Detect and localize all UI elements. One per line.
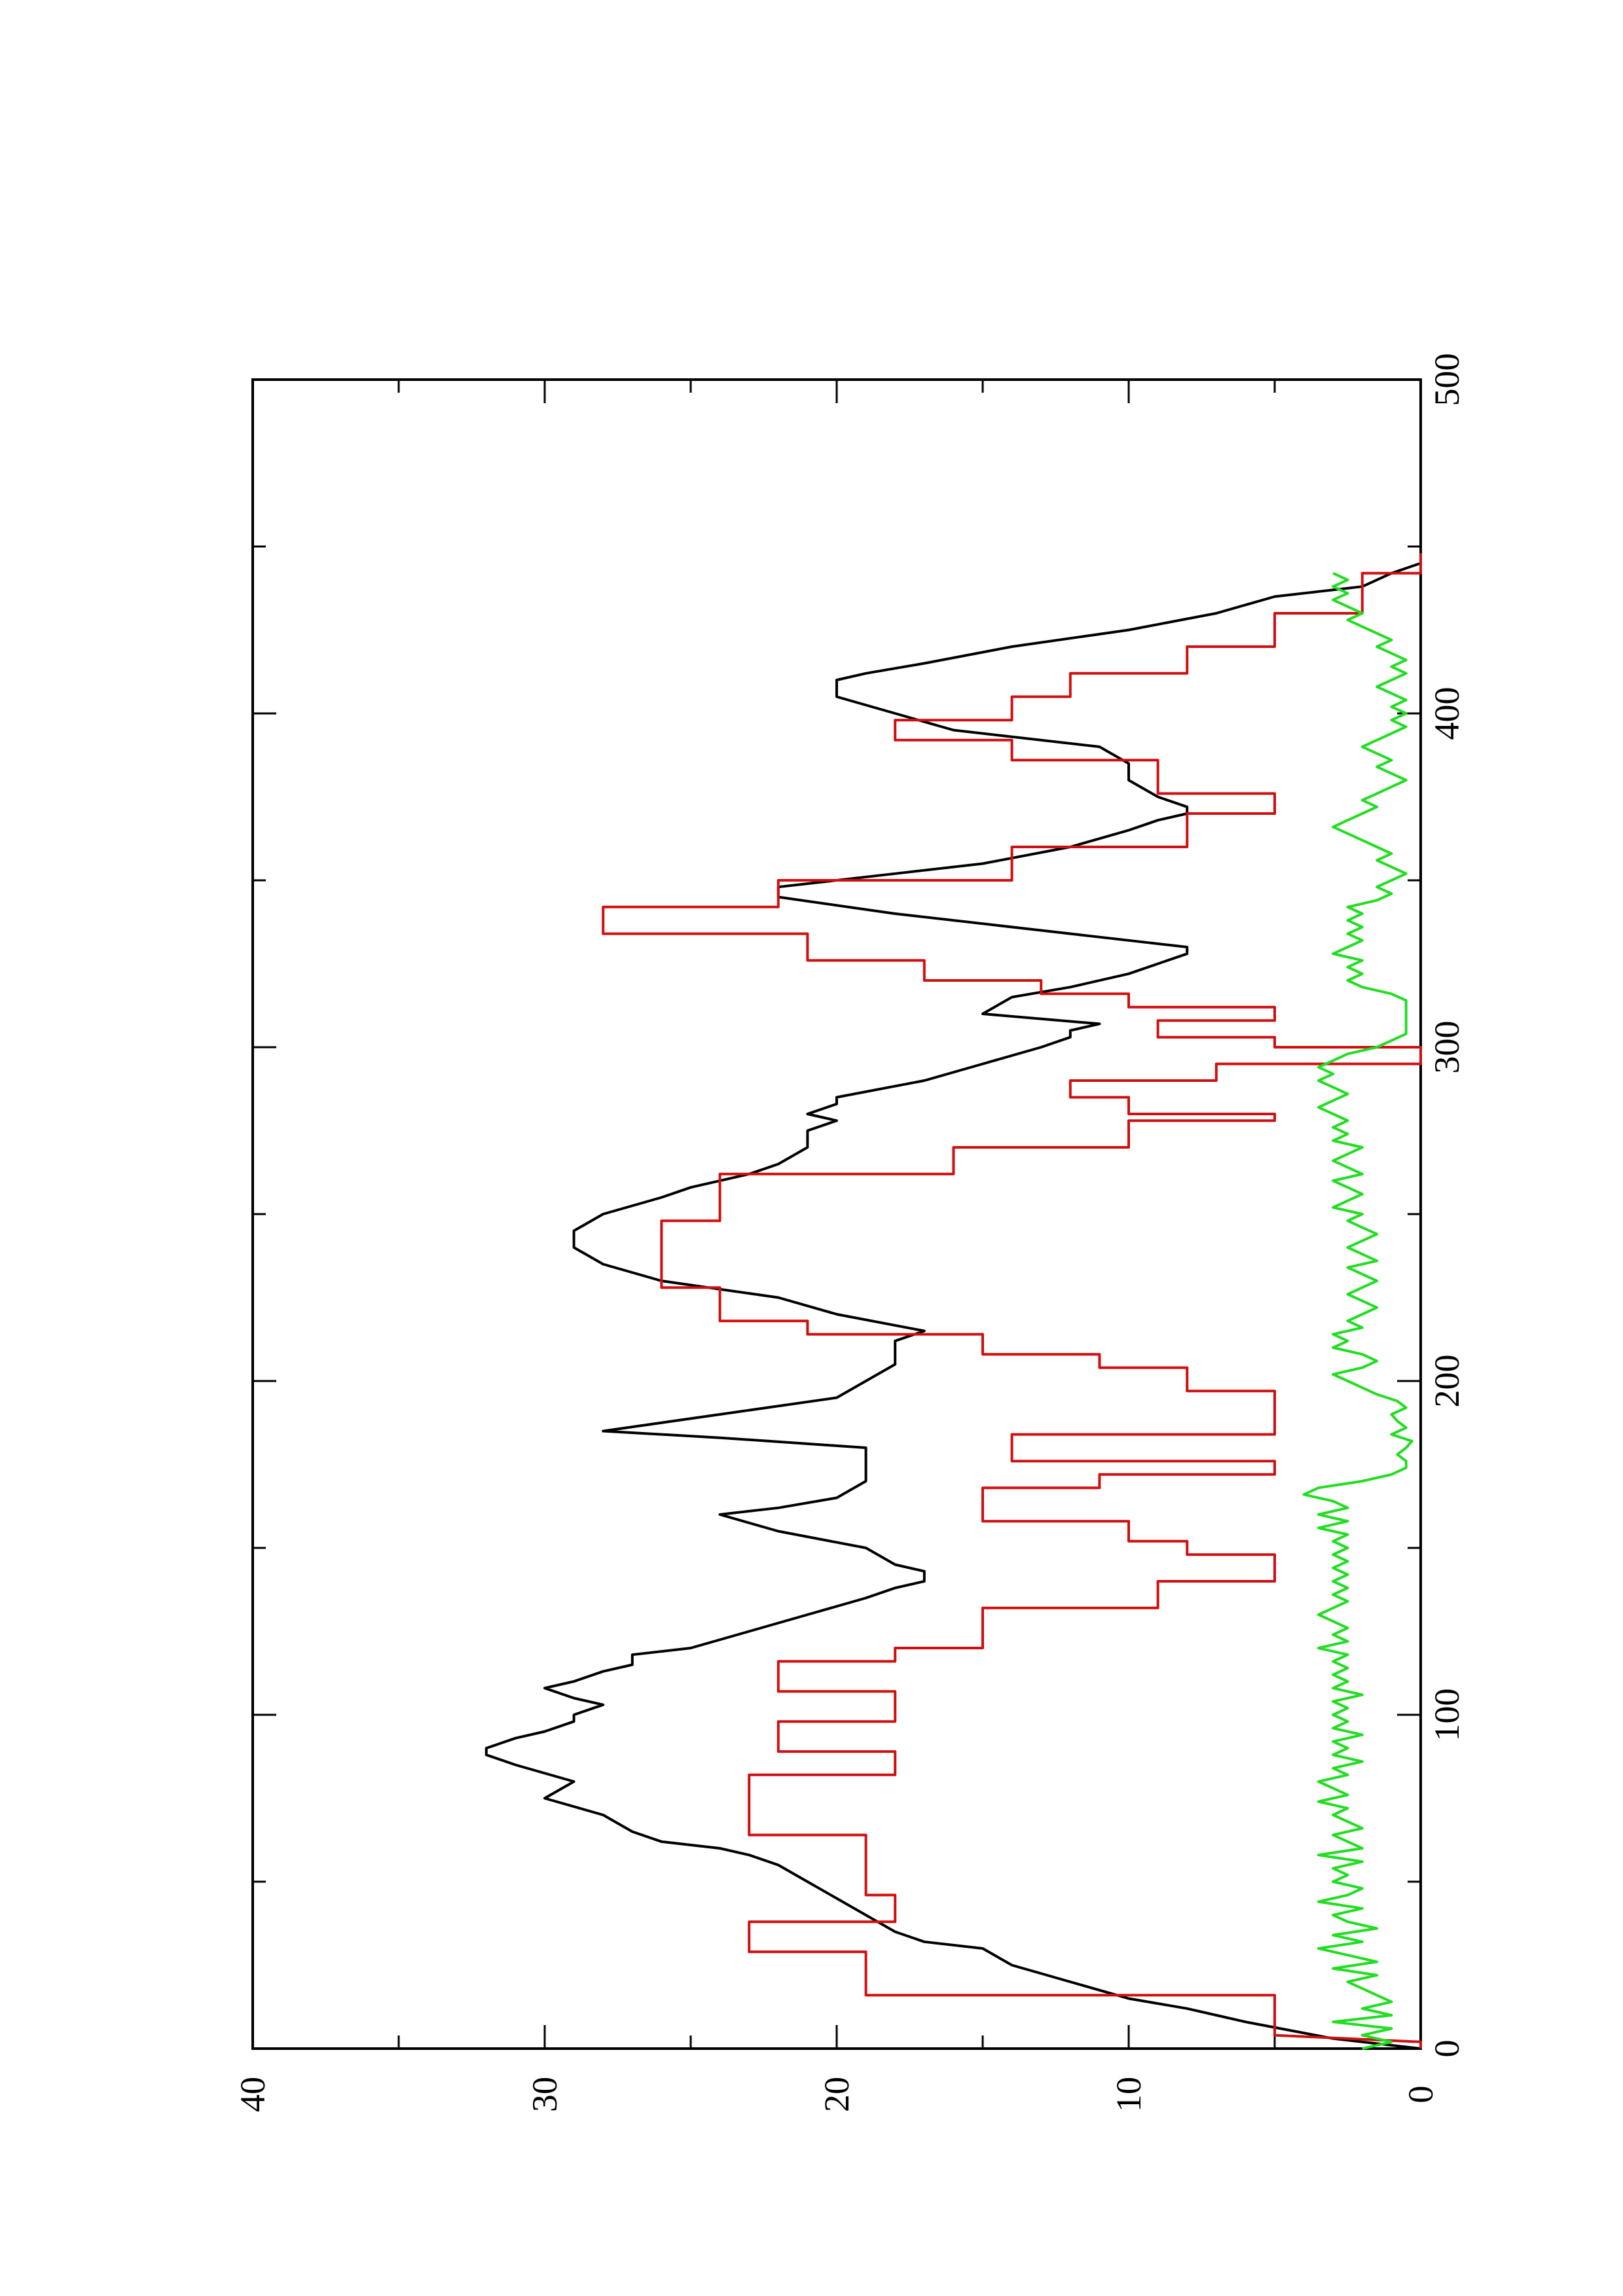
- series-line-1: [602, 553, 1422, 2049]
- y-tick-label: 0: [1401, 2086, 1440, 2104]
- x-tick-label: 200: [1427, 1355, 1467, 1408]
- x-tick-label: 0: [1427, 2040, 1467, 2058]
- y-tick-label: 30: [525, 2077, 564, 2112]
- series-line-2: [1302, 571, 1413, 2050]
- x-tick-label: 300: [1427, 1021, 1467, 1074]
- x-tick-label: 100: [1427, 1689, 1467, 1742]
- axis-tick-labels: 0 100 200 300 400 500 0 10 20 30 40: [233, 353, 1467, 2113]
- series-line-0: [484, 547, 1422, 2050]
- x-tick-label: 500: [1427, 353, 1467, 406]
- y-tick-label: 10: [1109, 2077, 1148, 2112]
- plot-frame: [251, 378, 1422, 2050]
- y-tick-label: 40: [233, 2077, 272, 2112]
- series-lines: [484, 547, 1422, 2050]
- x-tick-label: 400: [1427, 687, 1467, 740]
- y-tick-label: 20: [817, 2077, 856, 2112]
- axis-ticks: [251, 378, 1422, 2050]
